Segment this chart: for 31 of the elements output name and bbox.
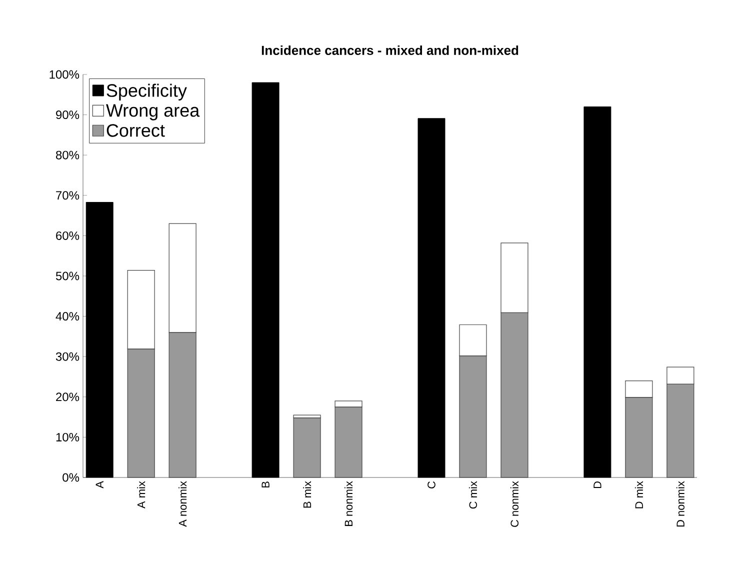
y-tick-label: 30% — [56, 352, 80, 361]
x-tick-label: B mix — [303, 481, 312, 508]
x-tick-label: B — [262, 482, 270, 488]
x-tick-label: A nonmix — [178, 481, 187, 527]
y-tick-label: 70% — [56, 191, 80, 200]
y-tick-label: 40% — [56, 312, 80, 321]
y-tick-label: 60% — [56, 231, 80, 240]
y-tick-label: 20% — [56, 392, 80, 402]
bar — [418, 118, 446, 478]
x-tick-label: D mix — [634, 481, 643, 508]
x-tick-label: D nonmix — [676, 481, 684, 527]
legend-label: Correct — [106, 124, 165, 137]
y-tick-label: 50% — [56, 272, 80, 280]
x-tick-label: C mix — [468, 481, 478, 509]
bar — [252, 82, 280, 478]
y-tick-label: 80% — [56, 150, 80, 160]
x-tick-label: B nonmix — [344, 481, 353, 526]
bar — [293, 418, 321, 478]
y-tick-label: 100% — [50, 70, 80, 79]
x-tick-label: A mix — [137, 481, 146, 508]
bar — [584, 106, 612, 478]
legend-label: Wrong area — [106, 104, 200, 120]
y-tick-label: 10% — [56, 432, 80, 442]
x-tick-label: A — [96, 481, 104, 488]
legend-label: Specificity — [106, 84, 187, 100]
x-tick-label: C — [428, 481, 436, 488]
y-tick-label: 90% — [56, 110, 80, 120]
x-tick-label: D — [594, 482, 602, 488]
y-tick-label: 0% — [62, 473, 80, 482]
chart-title: Incidence cancers - mixed and non-mixed — [262, 45, 518, 55]
x-tick-label: C nonmix — [510, 481, 519, 527]
